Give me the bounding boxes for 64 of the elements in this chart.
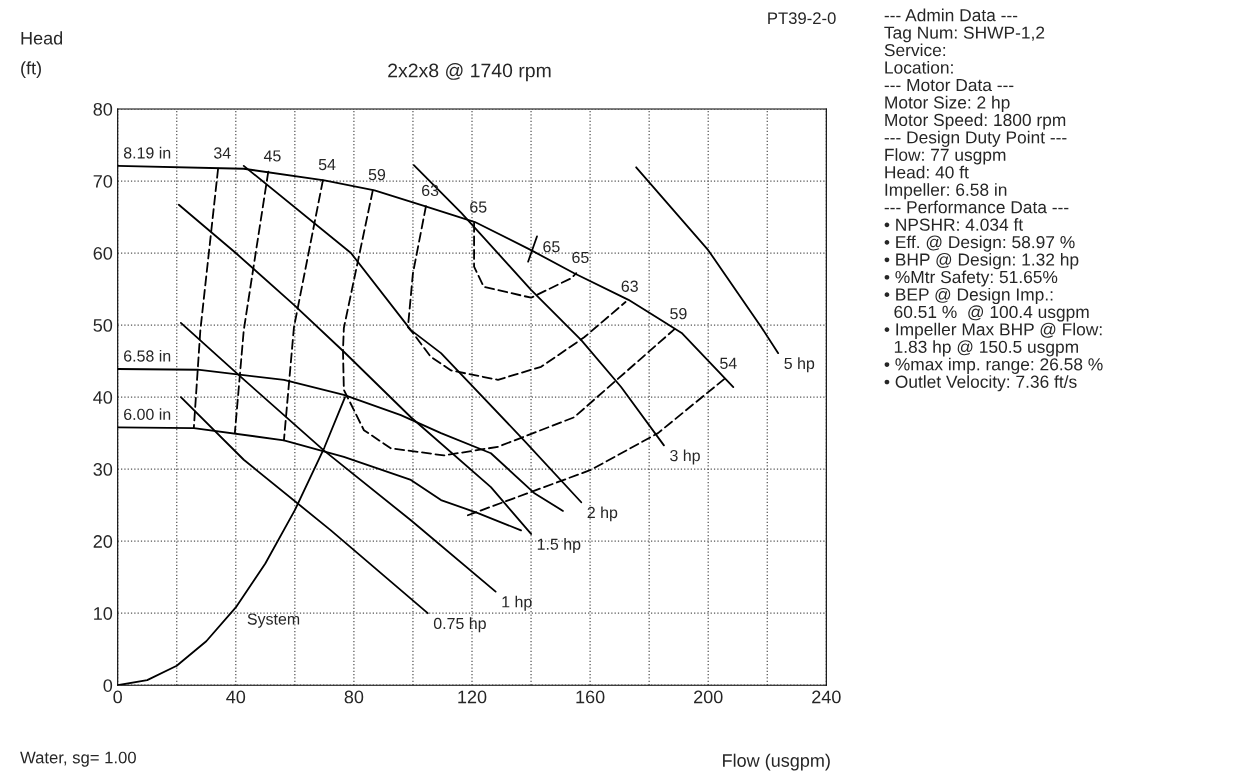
y-axis-title: Head (ft) [21, 31, 63, 79]
text: Tag Num: SHWP-1,2 [884, 26, 1045, 43]
text: • Eff. @ Design: 58.97 % [884, 235, 1075, 252]
y-tick-label: 30 [93, 463, 113, 476]
text: 60.51 % @ 100.4 usgpm [894, 305, 1089, 322]
text: 1.83 hp @ 150.5 usgpm [894, 340, 1078, 357]
text: • NPSHR: 4.034 ft [884, 218, 1024, 231]
y-tick-label: 80 [93, 102, 113, 116]
y-tick-label: 50 [93, 319, 113, 332]
series-label: 6.00 in [124, 408, 171, 421]
text: Service: [884, 43, 946, 57]
text: • BHP @ Design: 1.32 hp [884, 252, 1079, 270]
y-tick-label: 20 [93, 535, 113, 548]
x-tick-label: 160 [576, 690, 605, 704]
text: Location: [885, 60, 953, 74]
x-axis-title: Flow (usgpm) [723, 753, 830, 771]
series-label: 34 [213, 147, 231, 159]
series-label: 2 hp [587, 506, 618, 522]
y-tick-label: 10 [94, 607, 113, 620]
series-label: 45 [263, 150, 281, 162]
chart-subtitle: 2x2x8 @ 1740 rpm [388, 63, 551, 82]
y-tick-label: 60 [93, 246, 113, 260]
text: --- Design Duty Point --- [884, 130, 1067, 147]
text: --- Motor Data --- [884, 79, 1014, 92]
text: Water, sg= 1.00 [20, 751, 136, 767]
series-label: 1 hp [502, 595, 532, 611]
series-label: 63 [422, 184, 439, 197]
text: Head: 40 ft [885, 165, 969, 179]
x-tick-label: 240 [812, 690, 841, 704]
y-tick-label: 40 [93, 391, 113, 404]
x-tick-label: 80 [344, 690, 364, 704]
text: --- Performance Data --- [884, 200, 1069, 214]
series-label: 54 [318, 159, 336, 171]
text: • %max imp. range: 26.58 % [884, 357, 1103, 374]
series-label: 8.19 in [123, 146, 171, 159]
text: PT39-2-0 [768, 12, 836, 25]
x-tick-label: 40 [226, 690, 246, 704]
x-tick-label: 120 [458, 690, 487, 704]
series-label: 65 [543, 241, 560, 253]
y-tick-label: 70 [93, 174, 113, 188]
text: • BEP @ Design Imp.: [884, 287, 1053, 305]
series-label: 59 [670, 307, 687, 320]
series-label: 65 [572, 251, 589, 264]
series-label: 3 hp [670, 449, 700, 465]
text: Motor Size: 2 hp [885, 95, 1010, 113]
text: 63 [621, 280, 638, 292]
series-label: 5 hp [784, 357, 815, 373]
text: • Outlet Velocity: 7.36 ft/s [884, 375, 1077, 392]
text: • Impeller Max BHP @ Flow: [884, 322, 1102, 339]
series-label: 6.58 in [124, 349, 171, 362]
text: 65 [470, 201, 487, 213]
x-tick-label: 200 [694, 690, 723, 704]
text: Impeller: 6.58 in [885, 183, 1007, 200]
y-tick-label: 0 [103, 679, 113, 692]
text: • %Mtr Safety: 51.65% [884, 270, 1058, 287]
series-label: System [247, 613, 300, 628]
text: --- Admin Data --- [884, 8, 1018, 22]
x-tick-label: 0 [113, 690, 122, 704]
text: Motor Speed: 1800 rpm [885, 113, 1066, 130]
series-label: 54 [720, 357, 737, 369]
series-label: 0.75 hp [433, 617, 486, 633]
series-label: 1.5 hp [537, 538, 581, 554]
text: 59 [368, 168, 386, 181]
text: Flow: 77 usgpm [885, 148, 1006, 165]
